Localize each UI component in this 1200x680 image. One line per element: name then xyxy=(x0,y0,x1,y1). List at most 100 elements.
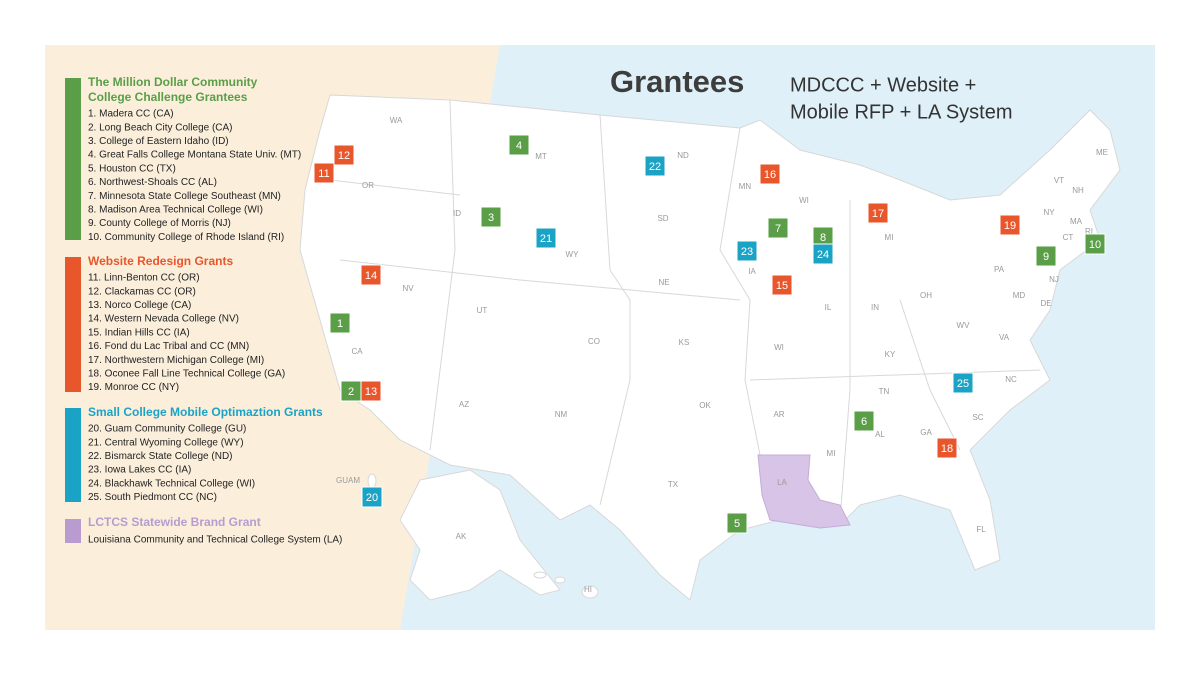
state-label: SD xyxy=(657,214,668,223)
state-label: WY xyxy=(566,250,580,259)
legend-title: The Million Dollar Community xyxy=(88,75,258,89)
state-border xyxy=(599,114,631,506)
grantee-marker-label: 11 xyxy=(318,168,329,180)
grantee-marker xyxy=(812,243,834,265)
grantee-marker xyxy=(726,512,748,534)
state-label: AZ xyxy=(459,400,469,409)
state-label: NH xyxy=(1072,186,1084,195)
grantee-marker-label: 6 xyxy=(861,416,867,428)
legend-item: 24. Blackhawk Technical College (WI) xyxy=(88,478,255,489)
state-label: CT xyxy=(1063,233,1074,242)
legend-item: 16. Fond du Lac Tribal and CC (MN) xyxy=(88,341,249,352)
grantee-marker xyxy=(1084,233,1106,255)
grantee-marker-label: 10 xyxy=(1089,239,1101,251)
legend-item: 9. County College of Morris (NJ) xyxy=(88,218,231,229)
grantee-marker xyxy=(329,312,351,334)
state-border xyxy=(339,259,741,301)
state-label: FL xyxy=(976,525,986,534)
state-border xyxy=(719,127,761,456)
legend-item: 23. Iowa Lakes CC (IA) xyxy=(88,465,191,476)
state-label: ND xyxy=(677,151,689,160)
state-label: PA xyxy=(994,265,1005,274)
legend-item: 10. Community College of Rhode Island (R… xyxy=(88,232,284,243)
state-label: VA xyxy=(999,333,1010,342)
grantee-marker-label: 20 xyxy=(366,492,378,504)
grantee-marker xyxy=(508,134,530,156)
state-label: IN xyxy=(871,303,879,312)
legend-item: 14. Western Nevada College (NV) xyxy=(88,314,239,325)
grantee-marker xyxy=(333,144,355,166)
state-border xyxy=(839,200,851,521)
state-label: AK xyxy=(456,532,467,541)
grantee-marker-label: 23 xyxy=(741,246,753,258)
state-label: NC xyxy=(1005,375,1017,384)
grantee-marker xyxy=(936,437,958,459)
legend-item: 3. College of Eastern Idaho (ID) xyxy=(88,136,229,147)
grantee-marker-label: 25 xyxy=(957,378,969,390)
state-label: NM xyxy=(555,410,568,419)
legend-item: 21. Central Wyoming College (WY) xyxy=(88,437,244,448)
state-label: WI xyxy=(774,343,784,352)
grantee-marker-label: 14 xyxy=(365,270,377,282)
state-label: KS xyxy=(679,338,690,347)
grantee-marker-label: 9 xyxy=(1043,251,1049,263)
legend-item: 18. Oconee Fall Line Technical College (… xyxy=(88,369,285,380)
grantee-marker xyxy=(361,486,383,508)
grantee-marker-label: 1 xyxy=(337,318,343,330)
legend-item: 4. Great Falls College Montana State Uni… xyxy=(88,150,301,161)
subtitle: Mobile RFP + LA System xyxy=(790,101,1013,123)
contiguous-us xyxy=(299,94,1121,601)
grantee-marker xyxy=(999,214,1021,236)
legend-title: LCTCS Statewide Brand Grant xyxy=(88,515,261,529)
state-border xyxy=(429,99,456,451)
legend-item: 5. Houston CC (TX) xyxy=(88,163,176,174)
grantee-marker xyxy=(644,155,666,177)
state-label: IA xyxy=(748,267,756,276)
legend-item: 12. Clackamas CC (OR) xyxy=(88,286,196,297)
state-label: MN xyxy=(739,182,752,191)
state-label: WA xyxy=(390,116,403,125)
legend-item: Louisiana Community and Technical Colleg… xyxy=(88,535,342,546)
state-label: GUAM xyxy=(336,476,360,485)
legend-title: College Challenge Grantees xyxy=(88,90,248,104)
grantee-marker-label: 12 xyxy=(338,150,350,162)
grantee-marker xyxy=(360,380,382,402)
hawaii xyxy=(533,571,547,579)
grantee-marker-label: 18 xyxy=(941,443,953,455)
grantee-marker-label: 15 xyxy=(776,280,788,292)
state-label: AL xyxy=(875,430,885,439)
grantee-marker-label: 3 xyxy=(488,212,494,224)
grantee-marker-label: 4 xyxy=(516,140,522,152)
state-label: WV xyxy=(957,321,971,330)
grantee-marker xyxy=(480,206,502,228)
state-label: LA xyxy=(777,478,787,487)
grantee-marker xyxy=(759,163,781,185)
hawaii xyxy=(581,585,599,599)
legend-item: 2. Long Beach City College (CA) xyxy=(88,122,233,133)
legend-item: 13. Norco College (CA) xyxy=(88,300,191,311)
state-label: NY xyxy=(1043,208,1055,217)
grantee-marker xyxy=(535,227,557,249)
state-label: SC xyxy=(972,413,983,422)
state-label: UT xyxy=(477,306,488,315)
state-label: OR xyxy=(362,181,374,190)
state-border xyxy=(749,369,1041,381)
grantee-marker xyxy=(1035,245,1057,267)
legend-bar xyxy=(65,78,81,240)
legend-item: 11. Linn-Benton CC (OR) xyxy=(88,273,200,284)
legend-item: 25. South Piedmont CC (NC) xyxy=(88,492,217,503)
state-label: CO xyxy=(588,337,600,346)
state-label: MI xyxy=(827,449,836,458)
grantee-marker-label: 22 xyxy=(649,161,661,173)
state-label: VT xyxy=(1054,176,1064,185)
grantee-marker-label: 2 xyxy=(348,386,354,398)
grantee-marker-label: 8 xyxy=(820,232,826,244)
grantee-marker-label: 19 xyxy=(1004,220,1016,232)
us-map xyxy=(299,94,1121,601)
grantee-marker-label: 5 xyxy=(734,518,740,530)
legend-item: 6. Northwest-Shoals CC (AL) xyxy=(88,177,217,188)
state-label: NE xyxy=(658,278,669,287)
state-label: TN xyxy=(879,387,890,396)
state-label: GA xyxy=(920,428,932,437)
